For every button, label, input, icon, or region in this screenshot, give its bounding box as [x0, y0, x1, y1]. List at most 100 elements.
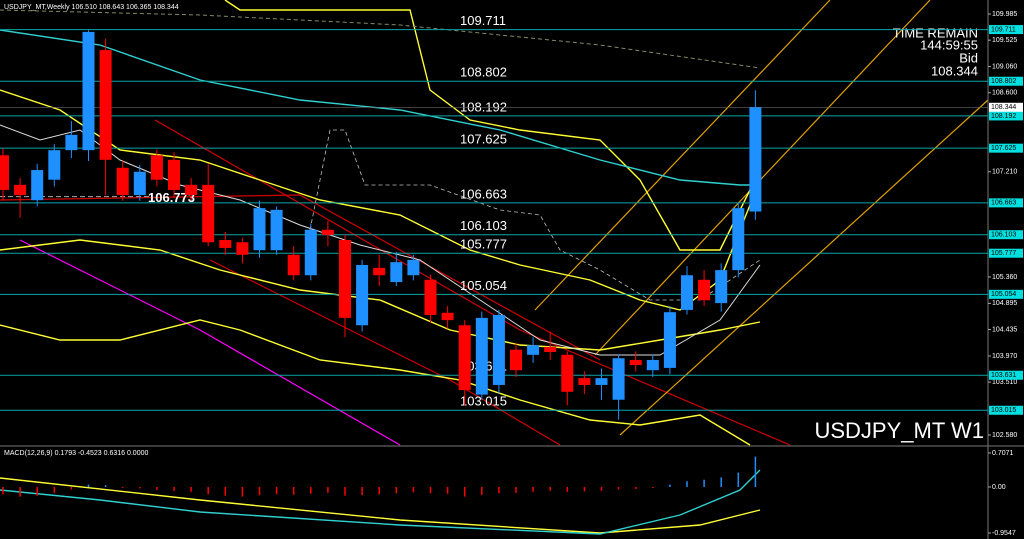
- channel-line: [154, 119, 791, 446]
- candle-body: [681, 275, 693, 310]
- macd-title: MACD(12,26,9) 0.1793 -0.4523 0.6316 0.00…: [4, 450, 148, 457]
- candle-body: [48, 150, 61, 180]
- channel-line: [209, 259, 561, 446]
- y-tick-label: 109.985: [992, 11, 1017, 18]
- candle-body: [99, 50, 112, 160]
- level-box: [989, 198, 1023, 208]
- candle-body: [321, 229, 334, 235]
- candle-body: [698, 279, 711, 301]
- channel-line: [619, 99, 989, 436]
- level-label: 109.711: [460, 13, 506, 28]
- bid: 108.344: [931, 63, 978, 78]
- candle-body: [527, 345, 540, 355]
- level-box: [989, 289, 1023, 299]
- candle-body: [202, 184, 215, 243]
- indicators: [0, 0, 989, 535]
- candle-body: [0, 155, 9, 190]
- macd-tick-label: 0.7071: [992, 450, 1014, 457]
- candle-body: [253, 208, 266, 251]
- candle-body: [185, 184, 198, 196]
- level-label: 103.015: [460, 394, 507, 409]
- level-box: [989, 370, 1023, 380]
- y-tick-label: 103.970: [992, 353, 1017, 360]
- candle-body: [458, 325, 471, 391]
- level-axis-label: 105.777: [991, 250, 1016, 257]
- macd-line: [0, 469, 761, 535]
- moving-average: [0, 9, 761, 69]
- y-tick-label: 107.210: [992, 169, 1017, 176]
- candle-body: [133, 171, 146, 196]
- macd-tick-label: -0.9547: [992, 530, 1016, 537]
- candle-body: [646, 359, 659, 371]
- y-tick-label: 105.360: [992, 274, 1017, 281]
- candle-body: [219, 239, 232, 248]
- candle-body: [150, 155, 163, 180]
- band: [0, 239, 761, 351]
- bid-box: [989, 102, 1023, 112]
- candle-body: [407, 259, 420, 276]
- bid-axis-label: 108.344: [991, 104, 1016, 111]
- candle-body: [31, 170, 44, 201]
- channel-line: [534, 0, 831, 311]
- candle-body: [373, 267, 386, 276]
- level-axis-label: 108.192: [991, 113, 1016, 120]
- level-box: [989, 248, 1023, 258]
- candle-body: [441, 312, 454, 321]
- candle-body: [578, 378, 591, 385]
- candle-body: [14, 184, 27, 196]
- level-label: 108.802: [460, 65, 507, 80]
- trend-line: [19, 239, 401, 446]
- moving-average: [0, 29, 760, 186]
- level-label: 105.777: [460, 237, 507, 252]
- candle-body: [715, 270, 728, 304]
- level-label: 106.103: [460, 218, 507, 233]
- level-box: [989, 76, 1023, 86]
- level-label: 108.192: [460, 99, 507, 114]
- candle-body: [82, 31, 95, 151]
- channel-line: [0, 194, 601, 361]
- candle-body: [544, 346, 557, 352]
- candle-body: [475, 317, 488, 395]
- candle-body: [424, 279, 437, 316]
- moving-average: [309, 129, 761, 301]
- candle-body: [356, 264, 369, 326]
- candle-body: [339, 239, 351, 318]
- bid-label: Bid: [959, 50, 978, 65]
- y-tick-label: 108.600: [992, 90, 1017, 97]
- candle-body: [510, 349, 522, 371]
- channel-line: [594, 0, 931, 356]
- marker-label: 106.773: [148, 190, 195, 205]
- macd-signal: [0, 477, 761, 534]
- candle-body: [287, 254, 300, 276]
- level-axis-label: 106.103: [991, 232, 1016, 239]
- y-tick-label: 109.525: [992, 37, 1017, 44]
- level-axis-label: 109.711: [991, 26, 1016, 33]
- y-tick-label: 109.060: [992, 63, 1017, 70]
- candle-body: [304, 229, 317, 276]
- candle-body: [612, 358, 625, 400]
- candle-body: [236, 242, 249, 255]
- candle-body: [732, 208, 745, 271]
- level-axis-label: 106.663: [991, 200, 1016, 207]
- level-box: [989, 230, 1023, 240]
- band: [0, 89, 761, 311]
- level-box: [989, 405, 1023, 415]
- level-axis-label: 103.015: [991, 407, 1016, 414]
- candle-body: [663, 312, 676, 368]
- moving-average: [0, 124, 761, 356]
- y-tick-label: 104.895: [992, 300, 1017, 307]
- macd-tick-label: 0.00: [992, 484, 1006, 491]
- level-box: [989, 111, 1023, 121]
- level-label: 106.663: [460, 186, 507, 201]
- candle-body: [390, 262, 403, 283]
- candle-body: [629, 359, 642, 366]
- level-axis-label: 108.802: [991, 78, 1016, 85]
- candle-body: [561, 354, 574, 392]
- candle-body: [168, 159, 180, 190]
- y-tick-label: 103.510: [992, 379, 1017, 386]
- watermark: USDJPY_MT W1: [814, 418, 984, 443]
- band: [224, 0, 761, 251]
- level-axis-label: 107.625: [991, 145, 1016, 152]
- level-axis-label: 105.054: [991, 291, 1016, 298]
